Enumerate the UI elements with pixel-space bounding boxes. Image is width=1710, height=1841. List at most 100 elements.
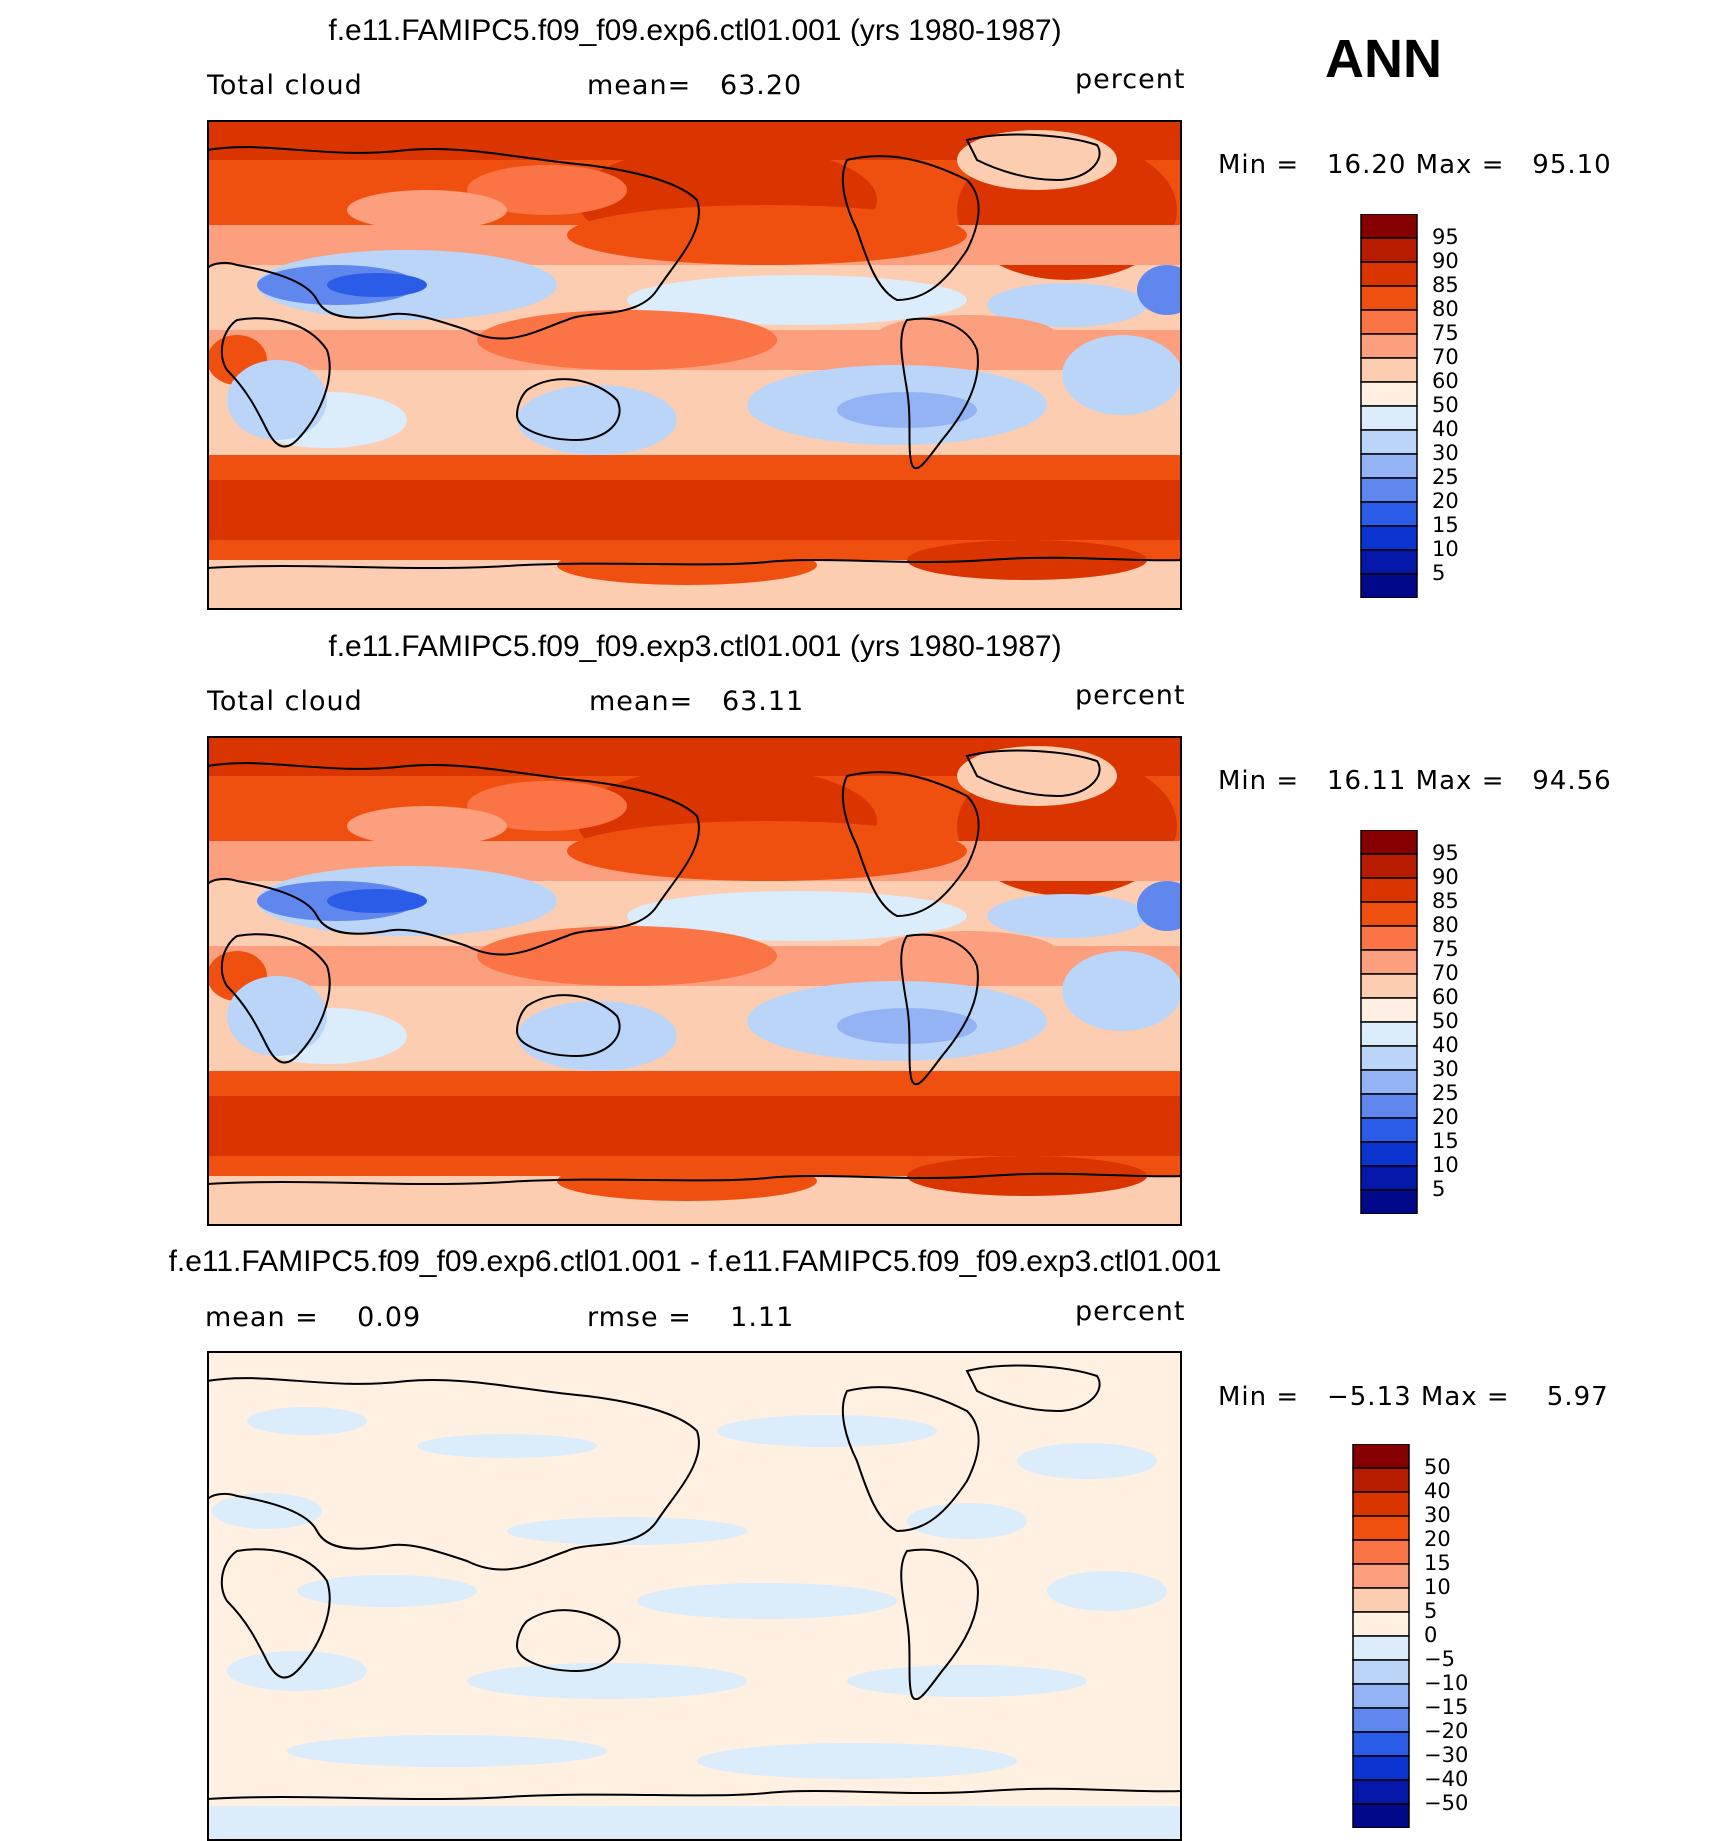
panel-3-colorbar-swatch bbox=[1352, 1659, 1410, 1685]
panel-3-mean-label: mean = 0.09 bbox=[205, 1302, 422, 1333]
panel-3-colorbar-tick-label: 10 bbox=[1424, 1575, 1451, 1599]
panel-1-colorbar-swatch bbox=[1360, 261, 1418, 287]
panel-2-colorbar-swatch bbox=[1360, 1189, 1418, 1215]
panel-3-colorbar-tick-label: 30 bbox=[1424, 1503, 1451, 1527]
panel-3-units-label: percent bbox=[1075, 1296, 1186, 1327]
panel-1-colorbar-swatch bbox=[1360, 237, 1418, 263]
panel-3-colorbar-tick-label: −10 bbox=[1424, 1671, 1469, 1695]
panel-1-colorbar-swatch bbox=[1360, 333, 1418, 359]
panel-2-colorbar-tick-label: 85 bbox=[1432, 889, 1459, 913]
panel-2-colorbar-swatches bbox=[1360, 829, 1418, 1215]
panel-2-colorbar-tick-label: 25 bbox=[1432, 1081, 1459, 1105]
panel-3-map bbox=[207, 1351, 1182, 1841]
panel-2-colorbar-tick-label: 70 bbox=[1432, 961, 1459, 985]
panel-3-colorbar-tick-label: 40 bbox=[1424, 1479, 1451, 1503]
panel-3-colorbar-swatch bbox=[1352, 1707, 1410, 1733]
panel-2-colorbar-tick-label: 5 bbox=[1432, 1177, 1446, 1201]
panel-3-colorbar-tick-label: 0 bbox=[1424, 1623, 1438, 1647]
panel-1-colorbar-swatch bbox=[1360, 357, 1418, 383]
panel-2-colorbar-tick-label: 75 bbox=[1432, 937, 1459, 961]
panel-1-colorbar: 95 90 85 80 75 70 60 50 40 30 25 20 15 10 5 bbox=[1360, 213, 1459, 603]
panel-3-colorbar: 50 40 30 20 15 10 5 0 −5 −10 −15 −20 −30 −40 −50 bbox=[1352, 1443, 1468, 1833]
panel-1-variable-label: Total cloud bbox=[207, 70, 363, 101]
panel-1-colorbar-swatch bbox=[1360, 549, 1418, 575]
panel-1-colorbar-tick-label: 10 bbox=[1432, 537, 1459, 561]
panel-2-minmax: Min = 16.11 Max = 94.56 bbox=[1218, 766, 1612, 796]
panel-1-colorbar-tick-label: 40 bbox=[1432, 417, 1459, 441]
panel-1-colorbar-tick-label: 50 bbox=[1432, 393, 1459, 417]
panel-3-colorbar-tick-label: 15 bbox=[1424, 1551, 1451, 1575]
panel-1-colorbar-tick-label: 75 bbox=[1432, 321, 1459, 345]
panel-2-colorbar-swatch bbox=[1360, 997, 1418, 1023]
panel-1-colorbar-swatch bbox=[1360, 501, 1418, 527]
panel-2-map bbox=[207, 736, 1182, 1226]
panel-1-colorbar-tick-label: 60 bbox=[1432, 369, 1459, 393]
panel-1-colorbar-swatch bbox=[1360, 453, 1418, 479]
panel-3-colorbar-swatch bbox=[1352, 1563, 1410, 1589]
panel-2-mean-label: mean= 63.11 bbox=[589, 686, 805, 717]
panel-2-colorbar: 95 90 85 80 75 70 60 50 40 30 25 20 15 10 5 bbox=[1360, 829, 1459, 1219]
panel-2-colorbar-swatch bbox=[1360, 1117, 1418, 1143]
panel-2-colorbar-swatch bbox=[1360, 973, 1418, 999]
panel-1-colorbar-swatch bbox=[1360, 525, 1418, 551]
panel-1-colorbar-swatch bbox=[1360, 213, 1418, 239]
panel-1-colorbar-tick-label: 90 bbox=[1432, 249, 1459, 273]
panel-3-colorbar-swatch bbox=[1352, 1587, 1410, 1613]
panel-3-colorbar-swatch bbox=[1352, 1803, 1410, 1829]
panel-3-colorbar-tick-label: −5 bbox=[1424, 1647, 1455, 1671]
panel-2-variable-label: Total cloud bbox=[207, 686, 363, 717]
panel-1-units-label: percent bbox=[1075, 64, 1186, 95]
panel-1-colorbar-tick-label: 80 bbox=[1432, 297, 1459, 321]
panel-3-colorbar-tick-label: −30 bbox=[1424, 1743, 1469, 1767]
panel-2-colorbar-swatch bbox=[1360, 901, 1418, 927]
panel-2-colorbar-tick-label: 80 bbox=[1432, 913, 1459, 937]
panel-3-colorbar-swatch bbox=[1352, 1539, 1410, 1565]
panel-3-colorbar-tick-label: 5 bbox=[1424, 1599, 1438, 1623]
panel-2-colorbar-swatch bbox=[1360, 1045, 1418, 1071]
panel-1-colorbar-swatch bbox=[1360, 429, 1418, 455]
panel-2-colorbar-swatch bbox=[1360, 829, 1418, 855]
panel-1-colorbar-swatch bbox=[1360, 573, 1418, 599]
panel-3-colorbar-tick-label: −40 bbox=[1424, 1767, 1469, 1791]
panel-1-colorbar-tick-label: 95 bbox=[1432, 225, 1459, 249]
panel-1-colorbar-swatches bbox=[1360, 213, 1418, 599]
panel-1-colorbar-tick-label: 85 bbox=[1432, 273, 1459, 297]
panel-1-colorbar-tick-label: 25 bbox=[1432, 465, 1459, 489]
panel-2-colorbar-swatch bbox=[1360, 1069, 1418, 1095]
panel-2-colorbar-tick-label: 30 bbox=[1432, 1057, 1459, 1081]
panel-3-minmax: Min = −5.13 Max = 5.97 bbox=[1218, 1382, 1609, 1412]
panel-3-colorbar-swatch bbox=[1352, 1611, 1410, 1637]
panel-1-colorbar-swatch bbox=[1360, 405, 1418, 431]
panel-2-colorbar-swatch bbox=[1360, 1093, 1418, 1119]
panel-1-colorbar-tick-label: 30 bbox=[1432, 441, 1459, 465]
panel-2-colorbar-tick-label: 20 bbox=[1432, 1105, 1459, 1129]
panel-3-colorbar-tick-label: −50 bbox=[1424, 1791, 1469, 1815]
panel-3-colorbar-swatch bbox=[1352, 1635, 1410, 1661]
panel-1-title: f.e11.FAMIPC5.f09_f09.exp6.ctl01.001 (yr… bbox=[328, 14, 1062, 47]
panel-3-colorbar-swatch bbox=[1352, 1683, 1410, 1709]
panel-1-minmax: Min = 16.20 Max = 95.10 bbox=[1218, 150, 1612, 180]
panel-3-colorbar-swatch bbox=[1352, 1779, 1410, 1805]
panel-3-colorbar-swatch bbox=[1352, 1443, 1410, 1469]
panel-3-colorbar-tick-label: −20 bbox=[1424, 1719, 1469, 1743]
panel-2-colorbar-swatch bbox=[1360, 1021, 1418, 1047]
panel-1-colorbar-swatch bbox=[1360, 285, 1418, 311]
panel-2-colorbar-swatch bbox=[1360, 853, 1418, 879]
panel-2-title: f.e11.FAMIPC5.f09_f09.exp3.ctl01.001 (yr… bbox=[328, 630, 1062, 663]
panel-3-colorbar-tick-label: 20 bbox=[1424, 1527, 1451, 1551]
panel-3-colorbar-tick-label: −15 bbox=[1424, 1695, 1469, 1719]
panel-3-title: f.e11.FAMIPC5.f09_f09.exp6.ctl01.001 - f… bbox=[168, 1245, 1222, 1278]
panel-2-colorbar-tick-label: 40 bbox=[1432, 1033, 1459, 1057]
panel-3-colorbar-swatches bbox=[1352, 1443, 1410, 1829]
panel-3-colorbar-swatch bbox=[1352, 1467, 1410, 1493]
panel-1-map bbox=[207, 120, 1182, 610]
panel-2-units-label: percent bbox=[1075, 680, 1186, 711]
panel-3-colorbar-swatch bbox=[1352, 1491, 1410, 1517]
panel-1-colorbar-swatch bbox=[1360, 309, 1418, 335]
panel-2-colorbar-swatch bbox=[1360, 1165, 1418, 1191]
panel-3-rmse-label: rmse = 1.11 bbox=[587, 1302, 795, 1333]
panel-2-colorbar-tick-label: 50 bbox=[1432, 1009, 1459, 1033]
panel-1-colorbar-swatch bbox=[1360, 381, 1418, 407]
panel-3-colorbar-swatch bbox=[1352, 1755, 1410, 1781]
panel-2-colorbar-tick-label: 95 bbox=[1432, 841, 1459, 865]
